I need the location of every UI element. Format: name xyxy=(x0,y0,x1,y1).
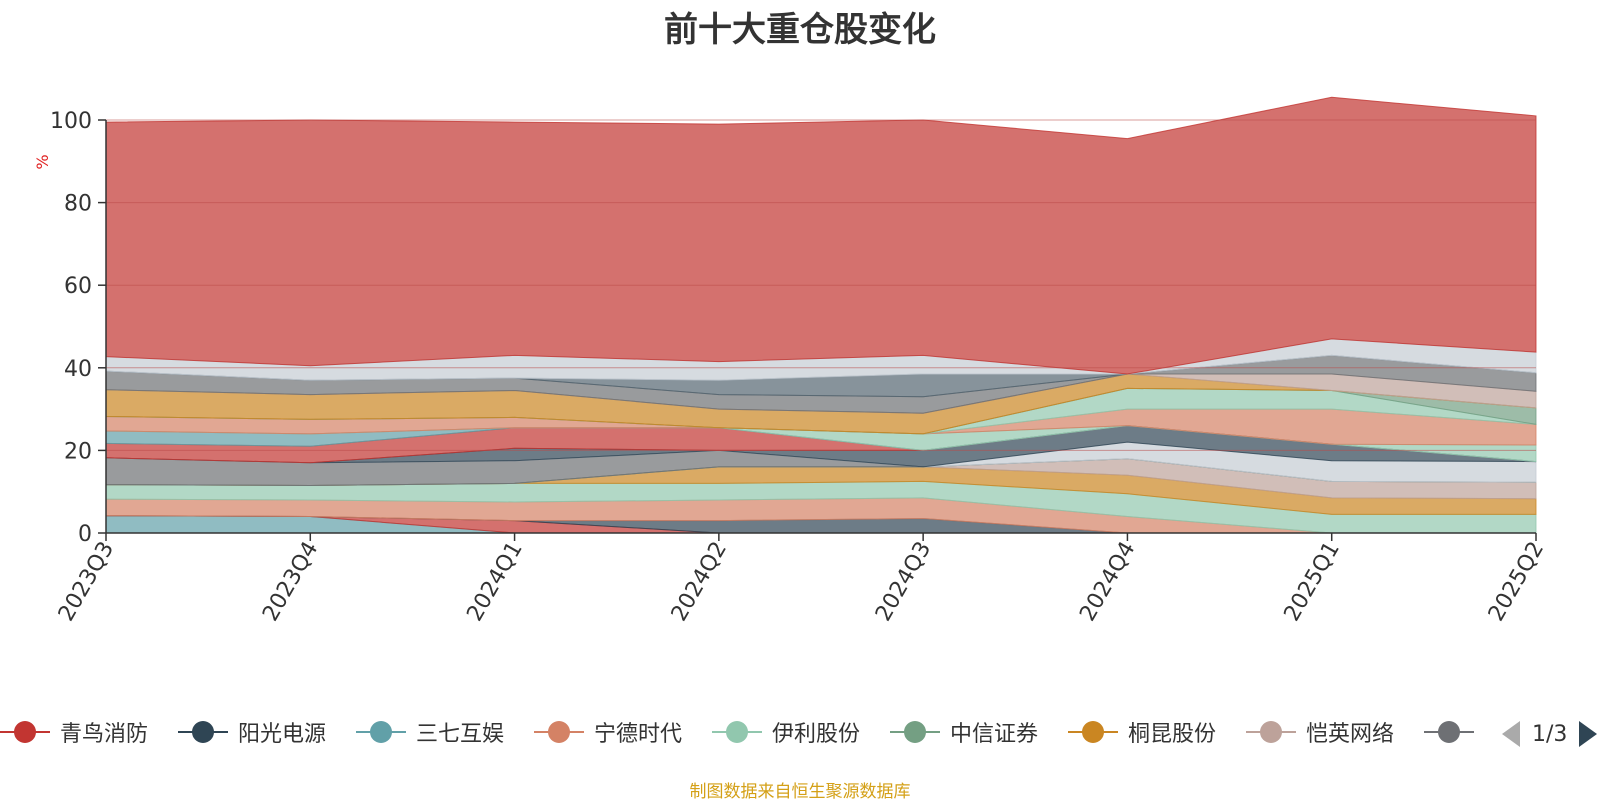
legend-label: 桐昆股份 xyxy=(1128,722,1217,747)
legend-label: 三七互娱 xyxy=(416,722,505,747)
legend-item[interactable]: 伊利股份 xyxy=(712,708,860,756)
area-series-group xyxy=(105,96,1537,534)
legend-item[interactable]: 三七互娱 xyxy=(356,708,504,756)
legend-item[interactable]: 恺英网络 xyxy=(1246,708,1394,756)
y-tick-label: 60 xyxy=(64,274,92,299)
legend-marker xyxy=(712,717,762,747)
legend-item[interactable]: 桐昆股份 xyxy=(1068,708,1216,756)
triangle-left-icon[interactable] xyxy=(1500,719,1522,749)
x-tick-label: 2023Q4 xyxy=(258,538,323,626)
y-tick-label: 80 xyxy=(64,192,92,217)
legend-item[interactable]: 青鸟消防 xyxy=(0,708,148,756)
legend-item[interactable]: 中信证券 xyxy=(890,708,1038,756)
area-series-22 xyxy=(105,96,1537,375)
legend-label: 宁德时代 xyxy=(594,722,683,747)
legend-marker xyxy=(534,717,584,747)
x-tick-label: 2023Q3 xyxy=(54,538,119,626)
legend-label: 阳光电源 xyxy=(238,722,327,747)
x-tick-label: 2025Q2 xyxy=(1484,538,1549,626)
legend-pager: 1/3 xyxy=(1500,716,1599,752)
legend: 青鸟消防 阳光电源 三七互娱 宁德时代 伊利股份 中信证券 桐昆股份 恺英网络 E 1/3 xyxy=(0,708,1600,758)
x-tick-label: 2024Q1 xyxy=(462,538,527,626)
x-tick-label: 2024Q3 xyxy=(871,538,936,626)
legend-item[interactable]: 宁德时代 xyxy=(534,708,682,756)
chart-title: 前十大重仓股变化 xyxy=(664,10,936,50)
y-tick-label: 100 xyxy=(50,109,92,134)
legend-items: 青鸟消防 阳光电源 三七互娱 宁德时代 伊利股份 中信证券 桐昆股份 恺英网络 E xyxy=(0,708,1482,758)
legend-page-indicator: 1/3 xyxy=(1532,721,1568,747)
source-note: 制图数据来自恒生聚源数据库 xyxy=(689,782,911,802)
y-tick-label: 0 xyxy=(78,522,92,547)
x-tick-label: 2024Q4 xyxy=(1075,538,1140,626)
grid-lines xyxy=(106,119,1536,451)
legend-marker xyxy=(178,717,228,747)
legend-label: 青鸟消防 xyxy=(60,722,149,747)
x-tick-label: 2025Q1 xyxy=(1280,538,1345,626)
y-tick-label: 40 xyxy=(64,357,92,382)
legend-marker xyxy=(1068,717,1118,747)
legend-marker xyxy=(1424,717,1474,747)
legend-marker xyxy=(0,717,50,747)
legend-marker xyxy=(890,717,940,747)
legend-label: 伊利股份 xyxy=(772,722,861,747)
legend-item[interactable]: 阳光电源 xyxy=(178,708,326,756)
y-tick-label: 20 xyxy=(64,439,92,464)
x-tick-label: 2024Q2 xyxy=(667,538,732,626)
legend-label: 中信证券 xyxy=(950,722,1039,747)
legend-marker xyxy=(1246,717,1296,747)
legend-marker xyxy=(356,717,406,747)
legend-item[interactable]: E xyxy=(1424,708,1482,756)
legend-label: 恺英网络 xyxy=(1306,722,1395,747)
triangle-right-icon[interactable] xyxy=(1577,719,1599,749)
y-axis-label: % xyxy=(33,154,52,169)
